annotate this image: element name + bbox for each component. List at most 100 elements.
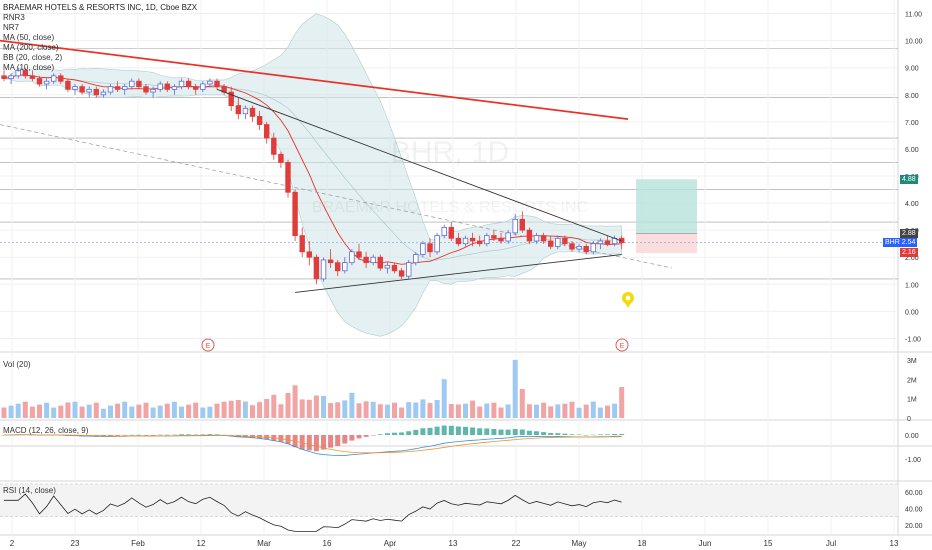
candle-body <box>143 86 149 93</box>
volume-bar <box>569 401 575 418</box>
volume-bar <box>519 388 525 418</box>
candle-body <box>590 243 596 253</box>
candles <box>1 67 625 285</box>
macd-histogram-bar <box>612 433 618 435</box>
legend-study[interactable]: MA (10, close) <box>3 63 55 72</box>
rsi-pane <box>0 483 898 532</box>
macd-histogram-bar <box>186 434 192 435</box>
candle-body <box>285 162 291 193</box>
dashed-trendline <box>0 124 673 269</box>
volume-bar <box>1 407 7 418</box>
legend-title: BRAEMAR HOTELS & RESORTS INC, 1D, Cboe B… <box>3 3 198 12</box>
price-tick-label: 11.00 <box>905 12 922 19</box>
volume-bar <box>328 403 334 418</box>
volume-bar <box>235 399 241 418</box>
price-tick-label: 1.00 <box>905 282 919 289</box>
current-price-label: BHR 2.54 <box>883 238 918 248</box>
volume-bar <box>193 402 199 418</box>
macd-histogram-bar <box>370 435 376 436</box>
candle-body <box>157 83 163 90</box>
candle-body <box>491 235 497 239</box>
legend-study[interactable]: MA (50, close) <box>3 33 55 42</box>
volume-bar <box>186 404 192 418</box>
time-tick-label: 23 <box>71 539 80 548</box>
rsi-band <box>0 484 898 517</box>
volume-tick-label: 3M <box>907 358 917 365</box>
volume-bar <box>427 403 433 418</box>
volume-bar <box>313 395 319 418</box>
candle-body <box>462 237 469 245</box>
earnings-marker-label: E <box>620 343 625 350</box>
candle-body <box>391 264 398 272</box>
candle-body <box>278 153 284 163</box>
volume-bar <box>470 400 476 418</box>
candle-body <box>22 70 28 77</box>
candle-body <box>455 237 462 245</box>
volume-bar <box>108 405 113 418</box>
macd-histogram-bar <box>498 429 504 435</box>
legend-study[interactable]: NR7 <box>3 23 20 32</box>
earnings-marker <box>615 338 629 352</box>
price-tick-label: 2.00 <box>905 255 919 262</box>
volume-bar <box>221 401 227 418</box>
macd-pane-label: MACD (12, 26, close, 9) <box>3 426 89 435</box>
candle-body <box>512 218 518 234</box>
macd-histogram-bar <box>569 434 575 435</box>
macd-histogram-bar <box>526 430 532 435</box>
price-tick-label: 6.00 <box>905 147 919 154</box>
candle-body <box>43 80 50 85</box>
trendlines[interactable] <box>216 88 622 293</box>
macd-histogram-bar <box>448 425 454 435</box>
candle-body <box>8 75 14 79</box>
price-tick-label: 8.00 <box>905 93 919 100</box>
candle-body <box>384 264 391 269</box>
volume-bar <box>129 406 135 418</box>
candle-body <box>29 75 36 79</box>
candle-body <box>356 251 362 258</box>
macd-histogram-bar <box>207 434 213 435</box>
candle-body <box>540 235 547 242</box>
macd-histogram-bar <box>477 428 483 435</box>
candle-body <box>548 240 554 247</box>
macd-histogram-bar <box>463 426 468 435</box>
macd-histogram-bar <box>519 429 525 435</box>
volume-bar <box>242 401 248 418</box>
risk-reward-box[interactable] <box>636 179 697 253</box>
legend-study[interactable]: RNR3 <box>3 13 25 22</box>
volume-bar <box>37 404 42 418</box>
candle-body <box>476 240 483 245</box>
volume-bar <box>115 403 121 418</box>
legend-study[interactable]: MA (200, close) <box>3 43 59 52</box>
volume-bar <box>526 404 532 418</box>
candle-body <box>427 243 433 253</box>
volume-bar <box>264 399 270 418</box>
target-price-label: 4.88 <box>900 174 918 184</box>
candle-body <box>398 270 405 277</box>
volume-pane-label: Vol (20) <box>3 360 31 369</box>
alert-pin-dot <box>625 295 631 301</box>
macd-histogram-bar <box>299 435 305 450</box>
time-tick-label: 12 <box>197 539 206 548</box>
candle-body <box>505 232 511 242</box>
volume-bar <box>72 401 78 418</box>
candle-body <box>597 240 604 245</box>
time-tick-label: 22 <box>512 539 521 548</box>
volume-bar <box>498 407 504 418</box>
volume-bar <box>164 403 170 418</box>
candle-body <box>327 259 334 264</box>
volume-bar <box>86 404 92 418</box>
volume-bar <box>200 407 206 418</box>
volume-bar <box>51 407 57 418</box>
volume-bar <box>122 401 128 418</box>
candle-body <box>576 245 582 250</box>
rsi-line <box>4 493 622 532</box>
volume-bar <box>384 404 390 418</box>
candle-body <box>420 243 426 255</box>
macd-histogram-bar <box>505 429 511 435</box>
macd-histogram-bar <box>555 433 561 435</box>
candle-body <box>306 251 312 258</box>
legend-study[interactable]: BB (20, close, 2) <box>3 53 63 62</box>
volume-bar <box>555 404 561 418</box>
